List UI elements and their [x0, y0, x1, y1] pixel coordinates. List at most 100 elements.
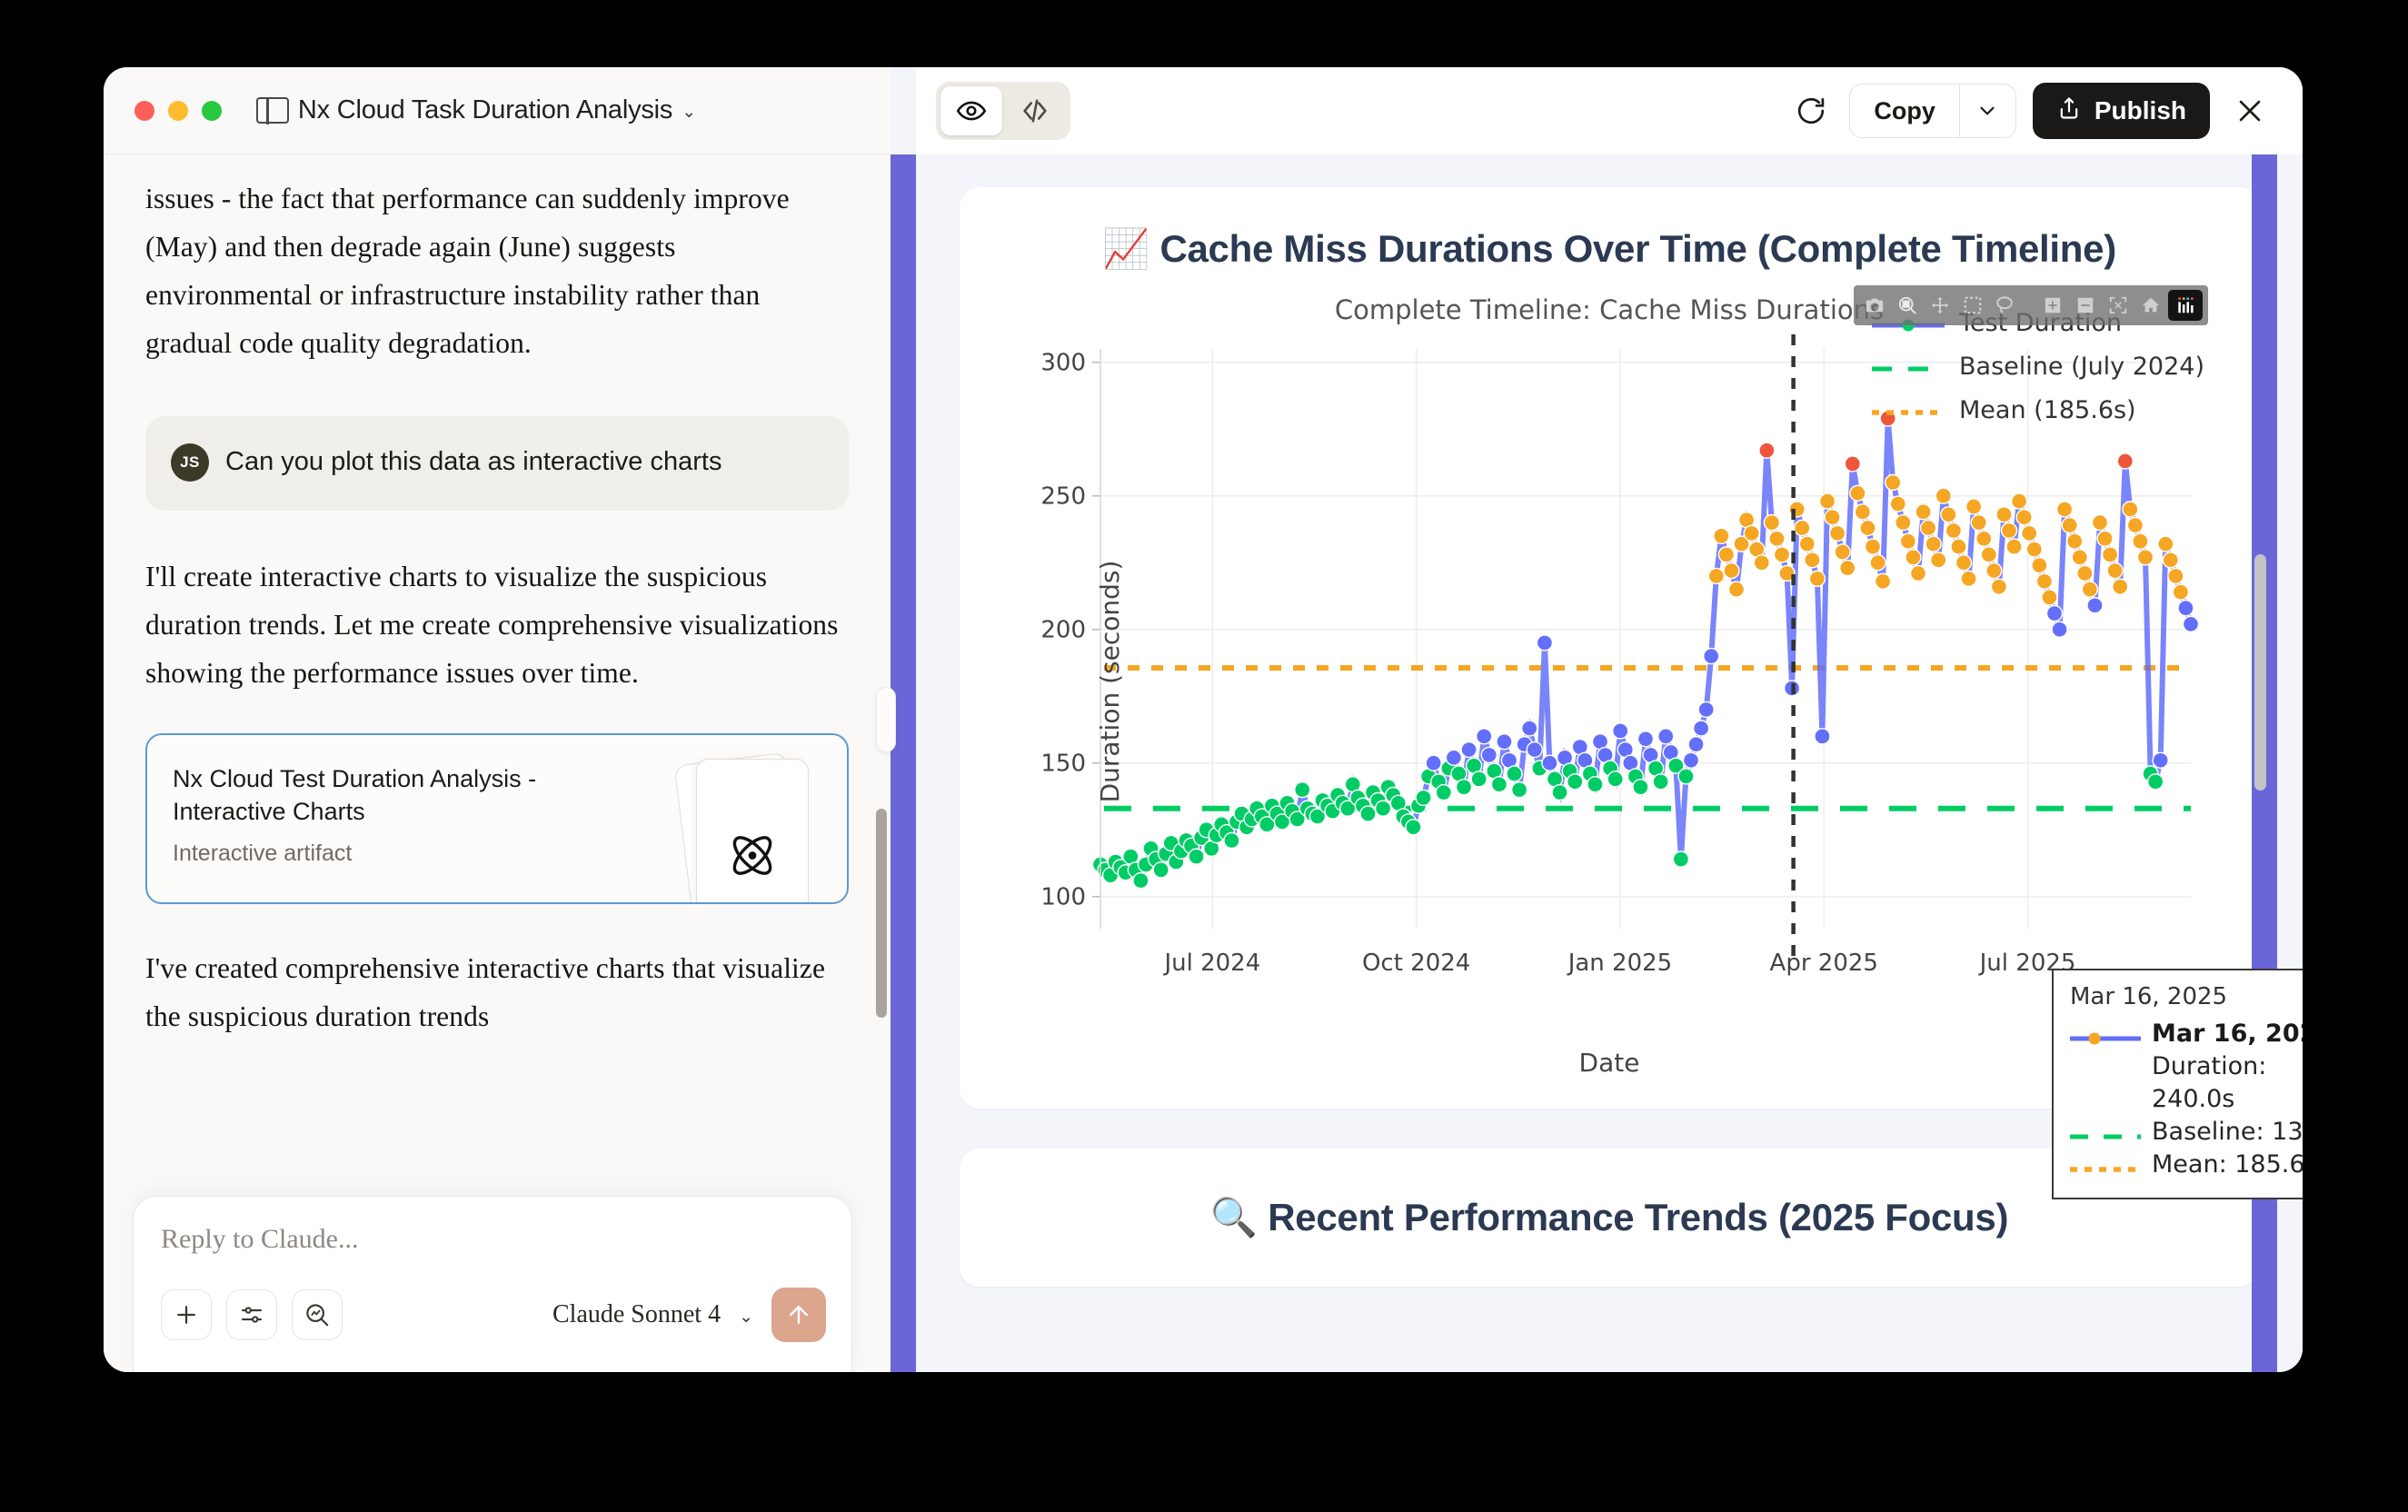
user-message: JS Can you plot this data as interactive…	[145, 416, 849, 511]
lasso-select-icon[interactable]	[1990, 292, 2021, 319]
autoscale-icon[interactable]	[2103, 292, 2134, 319]
settings-button[interactable]	[226, 1289, 277, 1340]
tooltip-key-dotted-orange	[2070, 1159, 2141, 1179]
svg-text:Jan 2025: Jan 2025	[1567, 950, 1673, 977]
tooltip-row-duration: Mar 16, 2025 Duration: 240.0s	[2070, 1018, 2303, 1116]
artifact-content[interactable]: 📈 Cache Miss Durations Over Time (Comple…	[916, 154, 2303, 1372]
copy-chevron-down-icon[interactable]	[1958, 85, 2015, 137]
research-button[interactable]	[292, 1289, 343, 1340]
legend-label-1: Baseline (July 2024)	[1959, 353, 2204, 381]
artifact-card-subtitle: Interactive artifact	[173, 841, 353, 866]
plotly-logo-icon[interactable]	[2168, 290, 2203, 321]
chat-panel: Nx Cloud Task Duration Analysis ⌄ issues…	[104, 67, 896, 1372]
plotly-modebar[interactable]	[1854, 285, 2208, 325]
tooltip-row-mean: Mean: 185.6s	[2070, 1149, 2303, 1181]
legend-key-dashed-green	[1870, 357, 1946, 377]
close-window-button[interactable]	[134, 100, 154, 121]
send-button[interactable]	[771, 1288, 826, 1342]
artifact-toolbar: Copy Publish	[916, 67, 2303, 154]
artifact-card-title: Nx Cloud Test Duration Analysis - Intera…	[173, 765, 537, 825]
svg-text:200: 200	[1040, 617, 1086, 644]
plotly-figure[interactable]: Complete Timeline: Cache Miss Durations	[987, 282, 2303, 1199]
artifact-panel: Copy Publish	[891, 67, 2303, 1372]
panel-resize-handle[interactable]	[876, 687, 896, 752]
assistant-paragraph-3: I've created comprehensive interactive c…	[145, 952, 826, 1032]
tooltip-key-dashed-green	[2070, 1127, 2141, 1147]
assistant-paragraph-2: I'll create interactive charts to visual…	[145, 561, 839, 689]
pan-icon[interactable]	[1925, 292, 1955, 319]
view-mode-switch	[936, 82, 1070, 140]
chevron-down-icon[interactable]: ⌄	[682, 103, 697, 122]
composer-right-controls: Claude Sonnet 4 ⌄	[552, 1288, 826, 1342]
tooltip-duration: Duration: 240.0s	[2152, 1052, 2267, 1113]
model-chevron-down-icon[interactable]: ⌄	[739, 1307, 753, 1327]
chat-scroll-region[interactable]: issues - the fact that performance can s…	[104, 154, 891, 1372]
tooltip-header: Mar 16, 2025	[2070, 983, 2228, 1010]
avatar: JS	[171, 443, 209, 482]
artifact-preview-card[interactable]: Nx Cloud Test Duration Analysis - Intera…	[145, 733, 849, 904]
svg-text:100: 100	[1040, 884, 1086, 911]
artifact-scrollbar[interactable]	[2254, 554, 2266, 791]
zoom-window-button[interactable]	[202, 100, 222, 121]
tooltip-mean: Mean: 185.6s	[2152, 1150, 2303, 1179]
plot-canvas[interactable]: 100 150 200 250 300 Jul 2024 Oct 2024 Jan 2025 A…	[987, 329, 2232, 1056]
svg-text:Oct 2024: Oct 2024	[1362, 950, 1470, 977]
chart-legend[interactable]: Test Duration Baseline (July 2024)	[1870, 309, 2204, 424]
minimize-window-button[interactable]	[168, 100, 188, 121]
code-view-button[interactable]	[1004, 86, 1066, 135]
svg-text:Apr 2025: Apr 2025	[1770, 950, 1878, 977]
legend-item-baseline[interactable]: Baseline (July 2024)	[1870, 353, 2204, 381]
chart-heading-1: 📈 Cache Miss Durations Over Time (Comple…	[987, 220, 2232, 278]
chart-up-emoji-icon: 📈	[1102, 227, 1150, 270]
refresh-icon[interactable]	[1786, 85, 1836, 136]
chart-card-2: 🔍 Recent Performance Trends (2025 Focus)	[960, 1149, 2259, 1287]
plot-title: Complete Timeline: Cache Miss Durations	[1334, 294, 1885, 325]
zoom-out-icon[interactable]	[2070, 292, 2101, 319]
chart-card-1: 📈 Cache Miss Durations Over Time (Comple…	[960, 187, 2303, 1199]
magnifier-emoji-icon: 🔍	[1209, 1196, 1258, 1238]
box-select-icon[interactable]	[1957, 292, 1988, 319]
chart-heading-1-text: Cache Miss Durations Over Time (Complete…	[1159, 227, 2116, 270]
window-traffic-lights[interactable]	[134, 100, 222, 121]
model-selector-label[interactable]: Claude Sonnet 4	[552, 1300, 721, 1328]
reset-axes-icon[interactable]	[2135, 292, 2166, 319]
svg-text:250: 250	[1040, 483, 1086, 511]
zoom-box-icon[interactable]	[1892, 292, 1923, 319]
composer[interactable]: Reply to Claude...	[133, 1196, 852, 1372]
atom-icon	[726, 830, 779, 887]
panel-toggle-icon[interactable]	[256, 96, 289, 124]
panel-divider-left	[891, 154, 916, 1372]
copy-button-group: Copy	[1849, 84, 2016, 138]
copy-button[interactable]: Copy	[1874, 96, 1935, 124]
tooltip-baseline: Baseline: 133s	[2152, 1118, 2303, 1146]
zoom-in-icon[interactable]	[2037, 292, 2068, 319]
legend-key-dotted-orange	[1870, 401, 1946, 421]
tooltip-row-baseline: Baseline: 133s	[2070, 1116, 2303, 1149]
composer-controls: Claude Sonnet 4 ⌄	[161, 1288, 826, 1342]
composer-left-buttons	[161, 1289, 343, 1340]
svg-text:Jul 2024: Jul 2024	[1162, 950, 1260, 977]
chat-titlebar: Nx Cloud Task Duration Analysis ⌄	[104, 67, 891, 154]
tooltip-key-line-marker	[2070, 1029, 2141, 1049]
x-axis-label: Date	[1578, 1048, 1640, 1078]
user-message-text: Can you plot this data as interactive ch…	[225, 447, 722, 476]
reply-input[interactable]: Reply to Claude...	[161, 1224, 359, 1254]
download-plot-icon[interactable]	[1859, 292, 1890, 319]
svg-text:300: 300	[1040, 350, 1086, 377]
app-window: Nx Cloud Task Duration Analysis ⌄ issues…	[104, 67, 2303, 1372]
preview-view-button[interactable]	[940, 86, 1002, 135]
close-icon[interactable]	[2224, 85, 2275, 136]
artifact-card-thumbnail	[673, 751, 809, 902]
conversation-title-text: Nx Cloud Task Duration Analysis	[297, 95, 673, 124]
add-attachment-button[interactable]	[161, 1289, 212, 1340]
publish-button[interactable]: Publish	[2032, 83, 2210, 139]
legend-item-mean[interactable]: Mean (185.6s)	[1870, 396, 2204, 424]
assistant-paragraph-1: issues - the fact that performance can s…	[145, 183, 790, 359]
legend-label-2: Mean (185.6s)	[1959, 396, 2136, 424]
svg-text:150: 150	[1040, 751, 1086, 778]
chat-scrollbar[interactable]	[876, 809, 887, 1018]
chart-heading-2: 🔍 Recent Performance Trends (2025 Focus)	[987, 1189, 2232, 1247]
tooltip-duration-block: Mar 16, 2025 Duration: 240.0s	[2152, 1018, 2303, 1116]
tooltip-date: Mar 16, 2025	[2152, 1020, 2303, 1048]
